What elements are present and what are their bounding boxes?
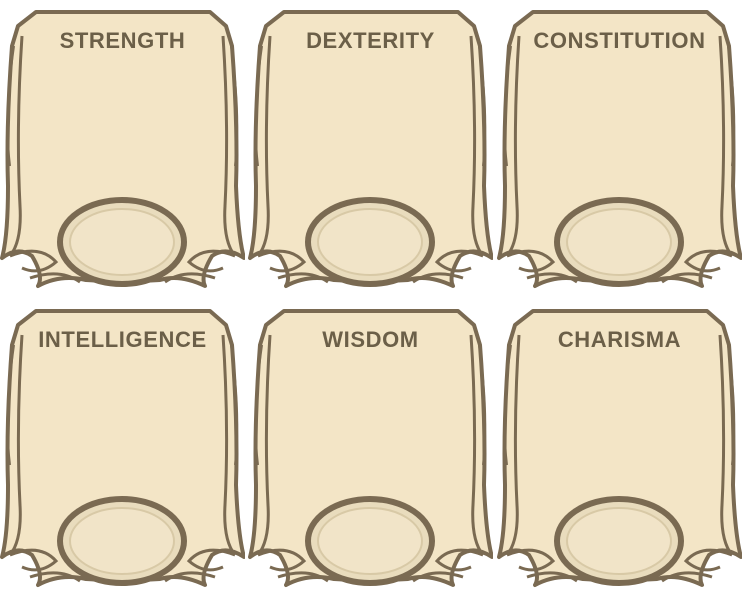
ability-score-field[interactable]: [320, 515, 420, 565]
ability-title: CHARISMA: [557, 327, 682, 352]
ability-title: CONSTITUTION: [533, 28, 706, 53]
ability-score-field[interactable]: [320, 216, 420, 266]
ability-score-field[interactable]: [72, 216, 172, 266]
ability-card-wisdom: WISDOM: [248, 305, 493, 590]
ability-card-strength: STRENGTH: [0, 6, 245, 291]
ability-title: WISDOM: [322, 327, 419, 352]
ability-card-constitution: CONSTITUTION: [497, 6, 742, 291]
ability-score-field[interactable]: [72, 515, 172, 565]
ability-title: DEXTERITY: [306, 28, 435, 53]
ability-card-dexterity: DEXTERITY: [248, 6, 493, 291]
ability-title: INTELLIGENCE: [38, 327, 207, 352]
ability-card-charisma: CHARISMA: [497, 305, 742, 590]
ability-card-intelligence: INTELLIGENCE: [0, 305, 245, 590]
ability-score-field[interactable]: [569, 515, 669, 565]
ability-score-field[interactable]: [569, 216, 669, 266]
ability-title: STRENGTH: [59, 28, 186, 53]
